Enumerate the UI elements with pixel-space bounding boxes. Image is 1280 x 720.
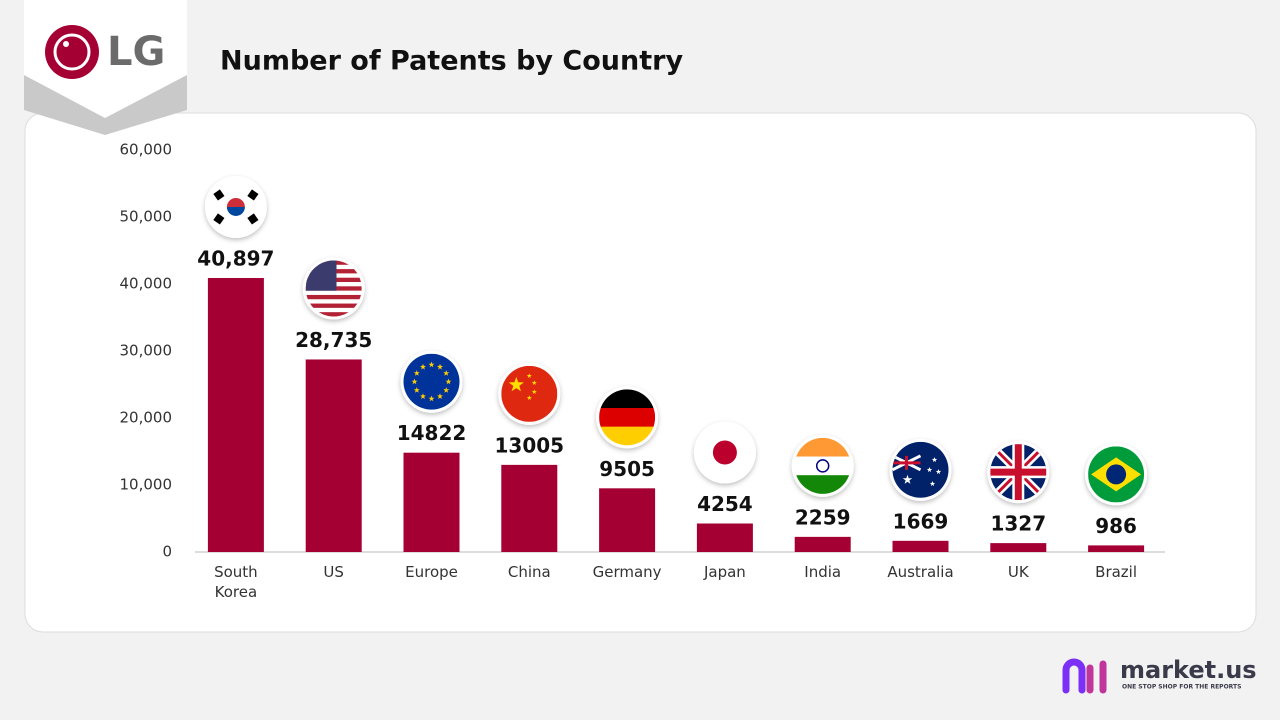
- flag-image: [990, 444, 1046, 500]
- x-tick-label: Brazil: [1071, 562, 1161, 582]
- y-tick-label: 40,000: [120, 275, 173, 293]
- flag-image: [697, 424, 753, 480]
- flag: [890, 439, 952, 501]
- y-tick-label: 30,000: [120, 342, 173, 360]
- bar: [1088, 545, 1144, 552]
- value-label: 1327: [990, 512, 1046, 536]
- bar: [208, 278, 264, 552]
- bar: [893, 541, 949, 552]
- bar: [599, 488, 655, 552]
- flag: [303, 257, 365, 319]
- value-label: 14822: [397, 421, 467, 445]
- lg-emblem: [45, 25, 99, 79]
- value-label: 4254: [697, 492, 753, 516]
- flag-part: [1106, 464, 1126, 484]
- flag: [401, 351, 463, 413]
- x-tick-label: Australia: [876, 562, 966, 582]
- flag: [596, 386, 658, 448]
- flag-part: [306, 291, 362, 296]
- flag: [498, 363, 560, 425]
- value-label: 40,897: [197, 246, 274, 270]
- logo-text: LG: [107, 29, 165, 75]
- y-tick-label: 50,000: [120, 208, 173, 226]
- y-tick-label: 60,000: [120, 141, 173, 159]
- footer-icon: [1066, 662, 1103, 690]
- value-label: 1669: [893, 509, 949, 533]
- flag: [792, 435, 854, 497]
- footer-name: market.us: [1120, 656, 1257, 684]
- x-tick-label: UK: [973, 562, 1063, 582]
- x-tick-label: US: [289, 562, 379, 582]
- flag-part: [306, 299, 362, 304]
- chart-title: Number of Patents by Country: [220, 46, 683, 77]
- y-tick-label: 0: [162, 543, 172, 561]
- y-tick-label: 20,000: [120, 409, 173, 427]
- flag-image: [1088, 446, 1144, 502]
- value-label: 9505: [599, 457, 655, 481]
- flag: [205, 176, 267, 238]
- flag-part: [306, 295, 362, 300]
- bar: [795, 537, 851, 552]
- bar: [990, 543, 1046, 552]
- bar: [697, 523, 753, 552]
- x-tick-label: South Korea: [191, 562, 281, 602]
- flag: [987, 441, 1049, 503]
- flag-image: [404, 354, 460, 410]
- bar: [404, 453, 460, 552]
- bar: [306, 359, 362, 552]
- flag-part: [713, 440, 737, 464]
- value-label: 13005: [495, 433, 565, 457]
- flag-image: [501, 366, 557, 422]
- y-tick-label: 10,000: [120, 476, 173, 494]
- x-tick-label: Germany: [582, 562, 672, 582]
- value-label: 2259: [795, 505, 851, 529]
- value-label: 986: [1095, 514, 1137, 538]
- flag: [694, 421, 756, 483]
- x-tick-label: India: [778, 562, 868, 582]
- x-tick-label: Europe: [387, 562, 477, 582]
- x-tick-label: Japan: [680, 562, 770, 582]
- x-tick-label: China: [484, 562, 574, 582]
- footer-tagline: ONE STOP SHOP FOR THE REPORTS: [1122, 684, 1241, 691]
- flag: [1085, 443, 1147, 505]
- bar: [501, 465, 557, 552]
- lg-emblem-dot: [63, 41, 69, 47]
- flag-part: [599, 408, 655, 427]
- flag-image: [208, 179, 264, 235]
- value-label: 28,735: [295, 328, 372, 352]
- flag-part: [306, 304, 362, 309]
- flag-image: [893, 442, 949, 498]
